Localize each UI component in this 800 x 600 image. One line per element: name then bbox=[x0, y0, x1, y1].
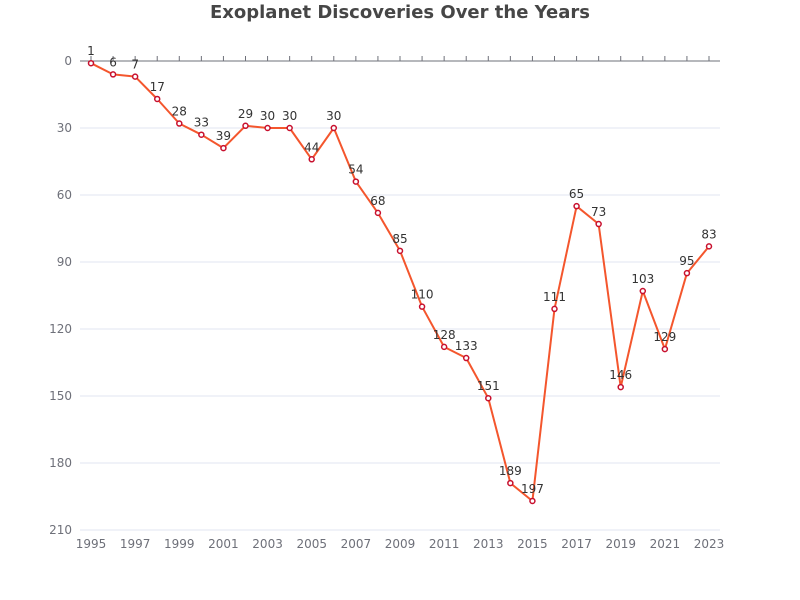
data-label: 128 bbox=[433, 328, 456, 342]
x-tick-label: 1997 bbox=[120, 537, 151, 551]
data-point bbox=[153, 95, 161, 103]
x-tick-label: 2021 bbox=[650, 537, 681, 551]
data-point bbox=[87, 59, 95, 67]
data-label: 73 bbox=[591, 205, 606, 219]
data-point bbox=[573, 202, 580, 210]
data-point bbox=[131, 73, 139, 80]
data-point bbox=[617, 383, 624, 391]
data-label: 68 bbox=[370, 194, 385, 208]
data-point bbox=[639, 287, 647, 295]
data-label: 6 bbox=[109, 55, 117, 69]
data-point bbox=[440, 343, 448, 351]
data-label: 54 bbox=[348, 163, 363, 177]
data-label: 7 bbox=[131, 58, 139, 72]
data-label: 83 bbox=[701, 227, 716, 241]
y-tick-label: 90 bbox=[57, 255, 72, 269]
data-label: 30 bbox=[282, 109, 297, 123]
data-point bbox=[485, 394, 492, 402]
y-tick-label: 30 bbox=[57, 121, 72, 135]
x-tick-label: 2005 bbox=[296, 537, 327, 551]
data-label: 110 bbox=[411, 288, 434, 302]
x-tick-label: 2019 bbox=[605, 537, 636, 551]
data-label: 30 bbox=[260, 109, 275, 123]
data-point bbox=[198, 131, 205, 138]
data-label: 29 bbox=[238, 107, 253, 121]
data-point bbox=[595, 220, 602, 228]
data-label: 133 bbox=[455, 339, 478, 353]
data-point bbox=[374, 209, 382, 217]
data-label: 189 bbox=[499, 464, 522, 478]
data-label: 197 bbox=[521, 482, 544, 496]
x-tick-label: 2007 bbox=[341, 537, 372, 551]
data-label: 146 bbox=[609, 368, 632, 382]
data-point bbox=[220, 144, 227, 152]
data-point bbox=[551, 305, 558, 313]
x-tick-label: 2011 bbox=[429, 537, 460, 551]
data-point bbox=[507, 479, 514, 487]
x-tick-label: 1995 bbox=[76, 537, 107, 551]
y-tick-label: 150 bbox=[49, 389, 72, 403]
data-point bbox=[286, 124, 293, 132]
chart-title: Exoplanet Discoveries Over the Years bbox=[209, 2, 590, 23]
x-tick-label: 1999 bbox=[164, 537, 195, 551]
data-point bbox=[330, 124, 338, 132]
y-tick-label: 210 bbox=[49, 523, 72, 537]
data-point bbox=[176, 120, 183, 127]
data-label: 95 bbox=[679, 254, 694, 268]
x-tick-label: 2015 bbox=[517, 537, 548, 551]
y-tick-label: 0 bbox=[64, 54, 72, 68]
data-point bbox=[462, 354, 470, 362]
data-label: 17 bbox=[150, 80, 165, 94]
data-label: 103 bbox=[631, 272, 654, 286]
data-point bbox=[264, 124, 271, 132]
data-label: 129 bbox=[653, 330, 676, 344]
data-label: 85 bbox=[392, 232, 407, 246]
data-label: 28 bbox=[172, 105, 187, 119]
data-point bbox=[352, 178, 360, 185]
y-tick-label: 60 bbox=[57, 188, 72, 202]
data-point bbox=[308, 156, 315, 163]
data-label: 30 bbox=[326, 109, 341, 123]
data-point bbox=[705, 243, 713, 250]
data-point bbox=[683, 269, 691, 277]
data-point bbox=[418, 303, 426, 310]
data-point bbox=[661, 345, 669, 353]
data-point bbox=[396, 247, 404, 255]
data-point bbox=[529, 497, 536, 505]
x-tick-label: 2003 bbox=[252, 537, 283, 551]
data-label: 151 bbox=[477, 379, 500, 393]
data-label: 111 bbox=[543, 290, 566, 304]
x-tick-label: 2001 bbox=[208, 537, 239, 551]
data-label: 65 bbox=[569, 187, 584, 201]
x-tick-label: 2017 bbox=[561, 537, 592, 551]
data-label: 39 bbox=[216, 129, 231, 143]
x-tick-label: 2023 bbox=[694, 537, 725, 551]
y-tick-label: 180 bbox=[49, 456, 72, 470]
x-tick-label: 2013 bbox=[473, 537, 504, 551]
data-point bbox=[109, 71, 117, 78]
data-point bbox=[242, 122, 249, 130]
series-line bbox=[90, 62, 710, 502]
data-label: 44 bbox=[304, 140, 319, 154]
data-label: 33 bbox=[194, 116, 209, 130]
x-tick-label: 2009 bbox=[385, 537, 416, 551]
data-label: 1 bbox=[87, 44, 95, 58]
y-tick-label: 120 bbox=[49, 322, 72, 336]
